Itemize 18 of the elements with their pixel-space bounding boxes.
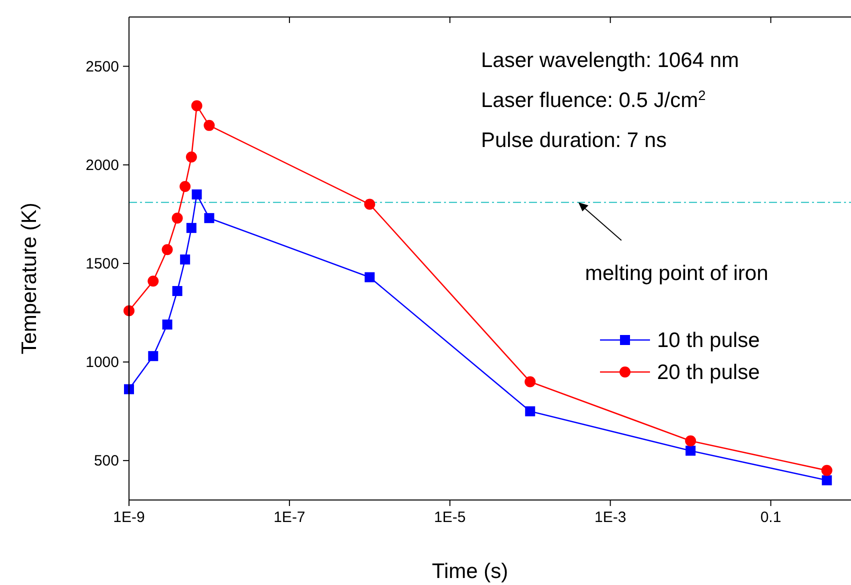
y-tick-label: 1500 [86,255,119,272]
x-tick-label: 1E-5 [434,509,466,526]
x-tick-label: 0.1 [760,509,782,526]
annotation: melting point of iron [585,262,768,285]
annotation: Pulse duration: 7 ns [481,129,667,152]
x-tick-label: 1E-9 [113,509,145,526]
x-tick-label: 1E-7 [274,509,306,526]
legend-label: 20 th pulse [657,361,760,384]
y-tick-label: 1000 [86,354,119,371]
x-axis-title: Time (s) [432,560,508,583]
annotation: Laser fluence: 0.5 J/cm$^{2}$ [481,88,706,112]
y-tick-label: 2500 [86,58,119,76]
y-tick-label: 500 [94,452,119,470]
y-axis-title: Temperature (K) [18,202,41,354]
x-tick-label: 1E-3 [594,509,626,526]
annotation: Laser wavelength: 1064 nm [481,49,739,72]
y-tick-label: 2000 [86,156,119,174]
legend-label: 10 th pulse [657,329,760,352]
